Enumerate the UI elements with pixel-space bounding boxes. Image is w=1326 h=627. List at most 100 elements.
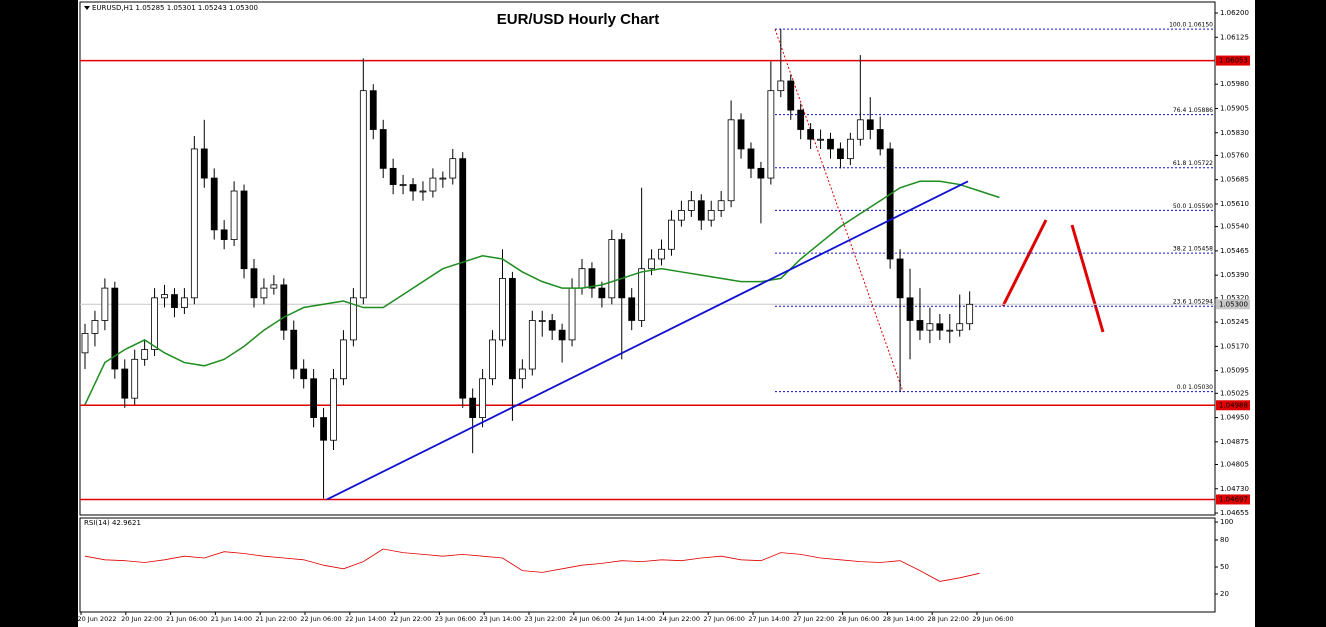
trendline <box>326 180 969 501</box>
candle-body <box>916 320 924 331</box>
y-tick-label: 1.05540 <box>1220 223 1249 231</box>
x-tick-label: 28 Jun 06:00 <box>838 615 879 623</box>
candle-body <box>349 297 357 341</box>
candle-body <box>141 349 149 360</box>
candle-body <box>389 167 397 185</box>
candle-body <box>896 258 904 299</box>
current-label: 1.05300 <box>1219 300 1248 308</box>
candle-body <box>936 323 944 331</box>
candle-body <box>926 323 934 331</box>
x-tick-label: 21 Jun 06:00 <box>166 615 207 623</box>
candle-body <box>419 190 427 193</box>
candle-body <box>369 90 377 130</box>
moving-average <box>84 180 1000 405</box>
y-tick-label: 1.05095 <box>1220 367 1249 375</box>
candle-body <box>827 138 834 150</box>
level-tag <box>1216 55 1250 66</box>
x-tick-label: 27 Jun 14:00 <box>748 615 789 623</box>
x-tick-label: 27 Jun 06:00 <box>704 615 745 623</box>
fib-label: 0.0 1.05030 <box>1177 384 1213 391</box>
candle-body <box>866 119 874 130</box>
x-tick-label: 27 Jun 22:00 <box>793 615 834 623</box>
menu-arrow <box>84 6 90 10</box>
candle-body <box>846 138 854 160</box>
candle-body <box>807 129 815 140</box>
candle-body <box>558 329 566 341</box>
x-tick-label: 22 Jun 14:00 <box>345 615 386 623</box>
y-tick-label: 1.05390 <box>1220 271 1249 279</box>
candle-body <box>310 378 318 418</box>
candle-body <box>190 148 198 299</box>
level-label: 1.04697 <box>1219 495 1248 503</box>
y-tick-label: 1.04730 <box>1220 485 1249 493</box>
candle-body <box>817 138 824 141</box>
candle-body <box>687 200 695 211</box>
x-tick-label: 23 Jun 14:00 <box>480 615 521 623</box>
rsi-tick-label: 50 <box>1220 563 1229 571</box>
candle-body <box>856 119 864 140</box>
candle-body <box>250 268 258 299</box>
candle-body <box>479 378 487 418</box>
arrow-up <box>1001 219 1048 307</box>
arrow-down <box>1070 224 1105 333</box>
candle-body <box>111 287 119 370</box>
candle-body <box>509 278 516 380</box>
candle-body <box>668 219 675 250</box>
candle-body <box>270 284 278 289</box>
rsi-tick-label: 20 <box>1220 590 1229 598</box>
candle-body <box>777 80 785 92</box>
y-tick-label: 1.05830 <box>1220 129 1249 137</box>
fib-label: 76.4 1.05886 <box>1173 107 1213 114</box>
candle-body <box>81 333 89 354</box>
chart-title: EUR/USD Hourly Chart <box>497 11 660 28</box>
candle-body <box>359 90 367 299</box>
x-tick-label: 22 Jun 06:00 <box>300 615 341 623</box>
x-tick-label: 29 Jun 06:00 <box>972 615 1013 623</box>
candle-body <box>230 190 238 240</box>
candle-body <box>200 148 208 179</box>
candle-body <box>966 303 974 325</box>
y-tick-label: 1.05245 <box>1220 318 1249 326</box>
candle-body <box>459 158 467 399</box>
fib-label: 38.2 1.05458 <box>1173 246 1213 253</box>
candle-body <box>538 320 546 322</box>
x-tick-label: 24 Jun 14:00 <box>614 615 655 623</box>
candle-body <box>886 148 894 260</box>
y-tick-label: 1.05170 <box>1220 342 1249 350</box>
candle-body <box>171 294 178 308</box>
level-tag <box>1216 494 1250 505</box>
candle-body <box>946 329 954 332</box>
candle-body <box>787 80 795 111</box>
candle-body <box>180 297 188 308</box>
candle-body <box>697 200 705 221</box>
candle-body <box>489 339 496 380</box>
candle-body <box>290 329 298 370</box>
y-tick-label: 1.05465 <box>1220 247 1249 255</box>
candle-body <box>707 210 715 221</box>
candle-body <box>727 119 735 202</box>
candle-body <box>648 258 655 270</box>
candle-body <box>300 368 308 380</box>
fib-label: 61.8 1.05722 <box>1173 160 1213 167</box>
candle-body <box>499 278 506 341</box>
candle-body <box>121 368 129 399</box>
x-tick-label: 20 Jun 2022 <box>77 615 116 623</box>
candle-body <box>429 177 437 192</box>
current-tag <box>1216 299 1250 310</box>
level-label: 1.06053 <box>1219 57 1248 65</box>
candle-body <box>518 368 526 380</box>
y-tick-label: 1.04805 <box>1220 461 1249 469</box>
candle-body <box>399 184 407 186</box>
candle-body <box>101 287 109 321</box>
x-tick-label: 23 Jun 06:00 <box>435 615 476 623</box>
rsi-frame <box>79 517 1216 613</box>
candle-body <box>747 148 755 169</box>
candle-body <box>528 320 536 370</box>
candle-body <box>767 90 775 179</box>
candle-body <box>906 297 914 321</box>
y-tick-label: 1.05760 <box>1220 151 1249 159</box>
candle-body <box>956 323 964 331</box>
candle-body <box>618 239 626 299</box>
y-tick-label: 1.06200 <box>1220 9 1249 17</box>
